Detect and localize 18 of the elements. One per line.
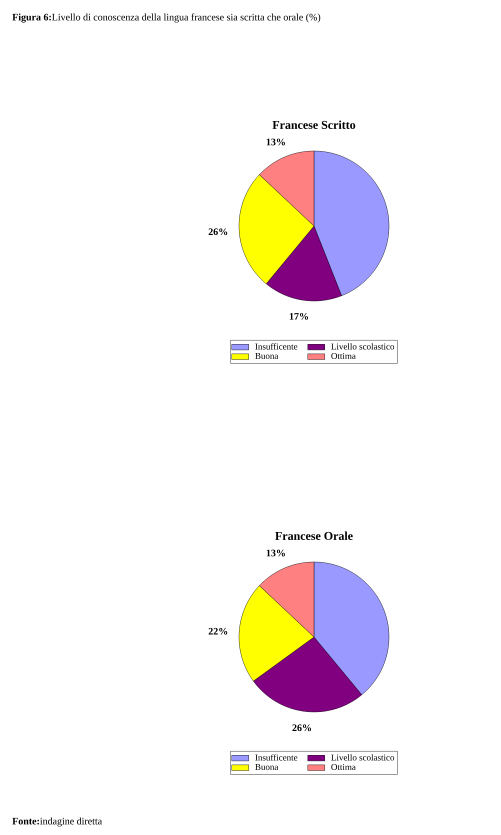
- chart-title: Francese Orale: [275, 532, 353, 540]
- data-label: 22%: [208, 628, 228, 635]
- data-label: 26%: [208, 228, 228, 236]
- data-label: 17%: [290, 312, 308, 320]
- legend-label: Insufficente: [255, 754, 298, 761]
- legend-label: Livello scolastico: [331, 343, 394, 350]
- legend-label: Ottima: [331, 764, 356, 770]
- chart-title: Francese Scritto: [272, 120, 356, 129]
- legend-label: Livello scolastico: [331, 754, 394, 761]
- data-label: 13%: [266, 138, 285, 146]
- legend-label: Buona: [255, 764, 278, 770]
- legend-label: Buona: [255, 353, 278, 359]
- text: Fonte:indagine diretta: [12, 817, 102, 827]
- data-label: 13%: [266, 550, 285, 556]
- data-label: 26%: [292, 724, 312, 732]
- legend-label: Ottima: [331, 352, 356, 360]
- legend-label: Insufficente: [255, 343, 298, 350]
- text: Figura 6:Livello di conoscenza della lingua francese sia scritta che orale (%): [12, 13, 320, 23]
